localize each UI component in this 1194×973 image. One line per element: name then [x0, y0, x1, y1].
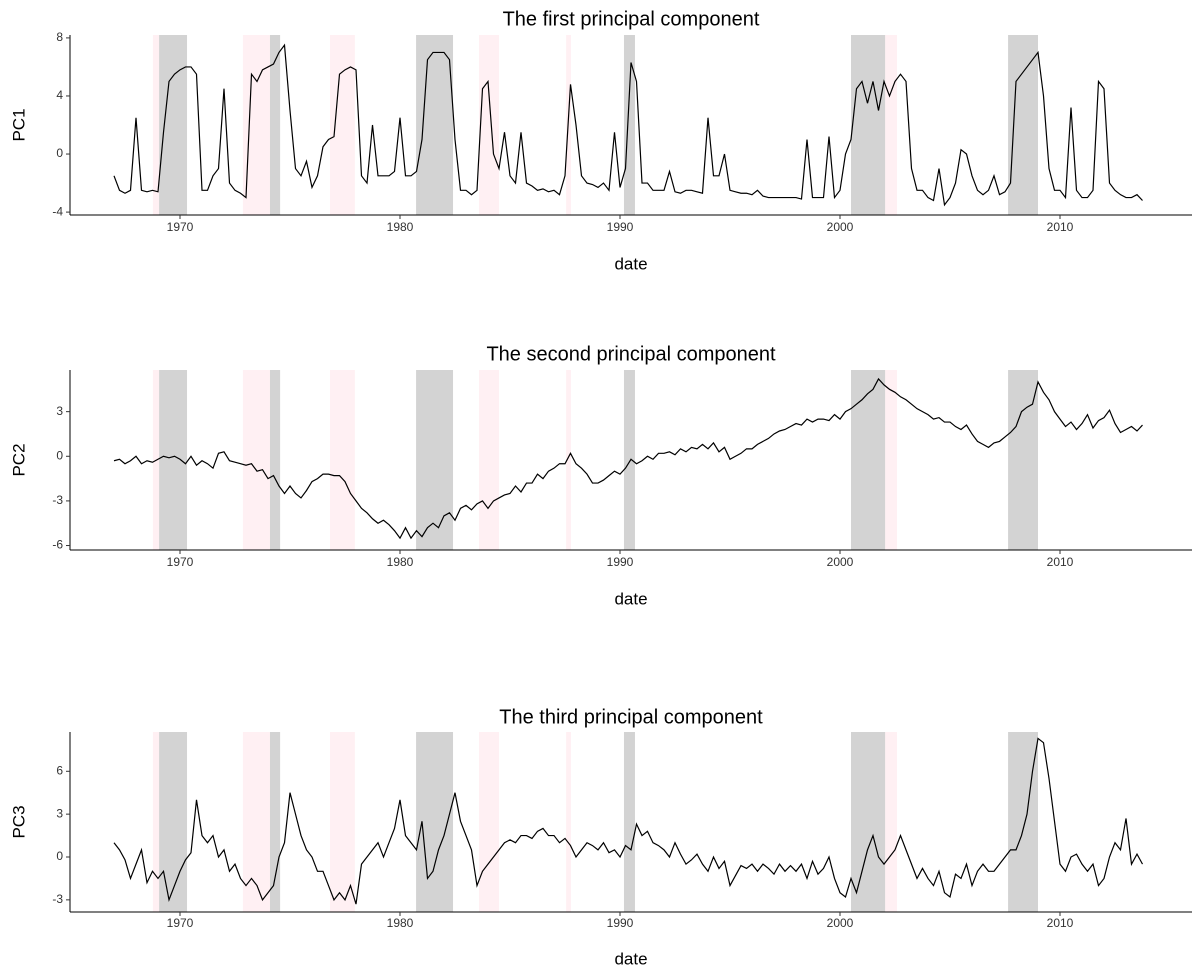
shaded-period	[330, 35, 355, 215]
shaded-period	[330, 732, 355, 912]
shaded-period	[1008, 35, 1038, 215]
chart-title: The second principal component	[486, 343, 776, 365]
x-tick-label: 2000	[827, 916, 854, 930]
shaded-period	[478, 35, 499, 215]
shaded-period	[269, 732, 281, 912]
data-line	[113, 43, 1143, 207]
x-axis-label: date	[614, 949, 647, 968]
shaded-period	[159, 35, 188, 215]
shaded-period	[416, 35, 454, 215]
shaded-period	[885, 35, 897, 215]
x-axis-label: date	[614, 589, 647, 608]
x-tick-label: 2010	[1047, 916, 1074, 930]
y-tick-label: 0	[56, 448, 63, 462]
shaded-period	[623, 370, 635, 550]
shaded-period	[159, 732, 188, 912]
y-axis-label: PC3	[9, 805, 28, 838]
x-tick-label: 1990	[607, 916, 634, 930]
shaded-period	[152, 732, 160, 912]
x-tick-label: 1970	[167, 916, 194, 930]
shaded-period	[242, 370, 270, 550]
chart-title: The third principal component	[499, 706, 763, 728]
y-tick-label: 3	[56, 806, 63, 820]
shaded-period	[885, 370, 897, 550]
shaded-period	[242, 35, 270, 215]
x-tick-label: 2010	[1047, 220, 1074, 234]
x-tick-label: 1980	[387, 555, 414, 569]
shaded-period	[623, 732, 635, 912]
y-tick-label: 3	[56, 404, 63, 418]
y-tick-label: 8	[56, 30, 63, 44]
x-tick-label: 1990	[607, 220, 634, 234]
shaded-period	[330, 370, 355, 550]
data-line	[113, 377, 1143, 540]
y-tick-label: -4	[52, 204, 63, 218]
x-tick-label: 2010	[1047, 555, 1074, 569]
y-tick-label: -3	[52, 892, 63, 906]
x-tick-label: 1980	[387, 220, 414, 234]
shaded-period	[623, 35, 635, 215]
shaded-period	[851, 370, 886, 550]
y-axis-label: PC2	[9, 443, 28, 476]
y-tick-label: -6	[52, 538, 63, 552]
y-axis-label: PC1	[9, 108, 28, 141]
x-tick-label: 2000	[827, 555, 854, 569]
y-tick-label: 6	[56, 763, 63, 777]
shaded-period	[242, 732, 270, 912]
x-tick-label: 2000	[827, 220, 854, 234]
shaded-period	[566, 370, 571, 550]
y-tick-label: 4	[56, 88, 63, 102]
y-tick-label: 0	[56, 146, 63, 160]
shaded-period	[269, 35, 281, 215]
x-tick-label: 1970	[167, 220, 194, 234]
x-tick-label: 1980	[387, 916, 414, 930]
chart-title: The first principal component	[503, 8, 760, 30]
shaded-period	[1008, 370, 1038, 550]
shaded-period	[478, 732, 499, 912]
shaded-period	[152, 35, 160, 215]
x-tick-label: 1970	[167, 555, 194, 569]
y-tick-label: -3	[52, 493, 63, 507]
x-tick-label: 1990	[607, 555, 634, 569]
shaded-period	[159, 370, 188, 550]
shaded-period	[851, 732, 886, 912]
shaded-period	[269, 370, 281, 550]
y-tick-label: 0	[56, 849, 63, 863]
shaded-period	[885, 732, 897, 912]
data-line	[113, 737, 1144, 905]
shaded-period	[1008, 732, 1038, 912]
shaded-period	[566, 732, 571, 912]
x-axis-label: date	[614, 254, 647, 273]
shaded-period	[416, 370, 454, 550]
shaded-period	[478, 370, 499, 550]
shaded-period	[851, 35, 886, 215]
